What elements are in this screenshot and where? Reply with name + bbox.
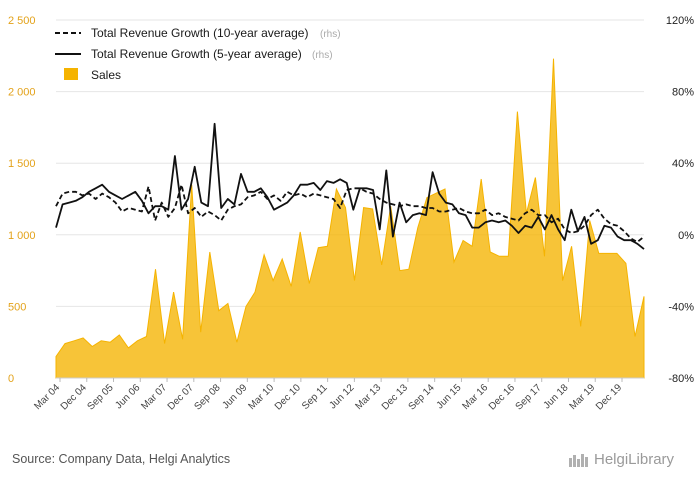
x-tick-label: Mar 13	[353, 382, 383, 412]
x-tick-label: Sep 08	[192, 382, 222, 412]
x-tick-label: Sep 17	[514, 382, 544, 412]
right-tick-label: 120%	[666, 15, 694, 27]
left-tick-label: 2 500	[8, 15, 36, 27]
x-tick-label: Dec 16	[487, 382, 517, 412]
x-tick-label: Mar 10	[246, 382, 276, 412]
sales-area	[56, 59, 644, 378]
left-tick-label: 0	[8, 373, 14, 385]
x-tick-label: Mar 19	[568, 382, 598, 412]
x-tick-label: Dec 04	[59, 382, 89, 412]
x-tick-label: Sep 05	[85, 382, 115, 412]
legend-note-10y: (rhs)	[320, 29, 341, 40]
x-tick-label: Mar 04	[32, 382, 62, 412]
brand-logo: HelgiLibrary	[568, 451, 674, 468]
legend-label-sales: Sales	[91, 68, 121, 82]
right-axis: -80% -40% 0% 40% 80% 120%	[666, 15, 694, 385]
x-tick-label: Jun 15	[435, 382, 464, 411]
left-axis: 0 500 1 000 1 500 2 000 2 500	[8, 15, 36, 385]
x-tick-label: Dec 10	[273, 382, 303, 412]
x-tick-label: Mar 16	[461, 382, 491, 412]
legend: Total Revenue Growth (10-year average) (…	[55, 26, 341, 82]
source-note: Source: Company Data, Helgi Analytics	[12, 452, 230, 466]
x-tick-label: Dec 07	[166, 382, 196, 412]
x-tick-label: Jun 09	[220, 382, 249, 411]
legend-note-5y: (rhs)	[312, 50, 333, 61]
right-tick-label: -80%	[668, 373, 694, 385]
right-tick-label: -40%	[668, 301, 694, 313]
x-tick-label: Sep 11	[300, 382, 330, 412]
legend-swatch-sales	[64, 68, 78, 80]
x-tick-label: Sep 14	[407, 382, 437, 412]
chart: 0 500 1 000 1 500 2 000 2 500 -80% -40% 0% 40% 80…	[0, 0, 700, 440]
x-tick-label: Mar 07	[139, 382, 169, 412]
sales-area-layer	[56, 59, 644, 378]
x-tick-label: Jun 18	[542, 382, 571, 411]
right-tick-label: 0%	[678, 230, 694, 242]
legend-label-10y: Total Revenue Growth (10-year average)	[91, 26, 308, 40]
left-tick-label: 500	[8, 301, 26, 313]
library-icon	[568, 452, 590, 468]
left-tick-label: 2 000	[8, 87, 36, 99]
left-tick-label: 1 000	[8, 230, 36, 242]
x-tick-label: Jun 06	[113, 382, 142, 411]
x-tick-label: Dec 19	[594, 382, 624, 412]
x-tick-label: Dec 13	[380, 382, 410, 412]
left-tick-label: 1 500	[8, 158, 36, 170]
brand-name: HelgiLibrary	[594, 451, 674, 468]
right-tick-label: 80%	[672, 87, 694, 99]
legend-label-5y: Total Revenue Growth (5-year average)	[91, 47, 302, 61]
right-tick-label: 40%	[672, 158, 694, 170]
x-tick-label: Jun 12	[327, 382, 356, 411]
